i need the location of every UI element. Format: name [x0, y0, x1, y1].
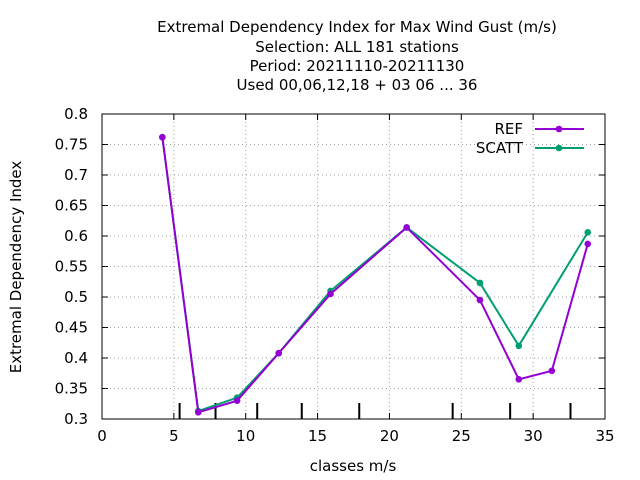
- plot-area-border: [101, 113, 606, 420]
- legend-marker-ref: [555, 125, 563, 133]
- y-tick-label: 0.6: [64, 227, 88, 245]
- legend-label-ref: REF: [494, 120, 523, 138]
- y-tick-label: 0.65: [55, 197, 88, 215]
- data-point: [194, 408, 202, 416]
- x-tick-label: 25: [452, 427, 471, 445]
- chart-title: Extremal Dependency Index for Max Wind G…: [157, 18, 557, 94]
- legend-marker-scatt: [555, 144, 563, 152]
- y-tick-label: 0.75: [55, 136, 88, 154]
- series-ref: [159, 133, 592, 416]
- y-tick-label: 0.3: [64, 410, 88, 428]
- x-tick-label: 0: [97, 427, 107, 445]
- x-tick-label: 20: [380, 427, 399, 445]
- y-tick-label: 0.45: [55, 319, 88, 337]
- y-tick-label: 0.55: [55, 258, 88, 276]
- series-line: [161, 137, 589, 413]
- class-boundary-marks: [178, 403, 572, 419]
- title-line-4: Used 00,06,12,18 + 03 06 ... 36: [237, 76, 478, 94]
- title-line-3: Period: 20211110-20211130: [250, 57, 465, 75]
- series-line: [161, 137, 589, 414]
- x-axis-label: classes m/s: [310, 457, 397, 475]
- series-scatt: [159, 133, 592, 415]
- x-tick-label: 30: [524, 427, 543, 445]
- x-tick-label: 15: [308, 427, 327, 445]
- y-tick-label: 0.5: [64, 288, 88, 306]
- y-tick-label: 0.7: [64, 166, 88, 184]
- y-tick-label: 0.8: [64, 105, 88, 123]
- data-point: [327, 290, 334, 298]
- x-tick-label: 35: [595, 427, 614, 445]
- data-point: [275, 349, 283, 357]
- data-point: [548, 367, 556, 375]
- data-point: [584, 229, 592, 236]
- y-axis-label: Extremal Dependency Index: [7, 161, 25, 374]
- y-tick-label: 0.35: [55, 380, 88, 398]
- data-point: [403, 224, 410, 231]
- data-point: [584, 240, 592, 248]
- title-line-1: Extremal Dependency Index for Max Wind G…: [157, 18, 557, 36]
- legend-label-scatt: SCATT: [476, 139, 524, 157]
- data-point: [159, 133, 166, 141]
- data-point: [233, 397, 241, 405]
- x-tick-label: 5: [169, 427, 179, 445]
- grid: [102, 114, 605, 419]
- x-tick-label: 10: [236, 427, 255, 445]
- data-point: [476, 296, 484, 304]
- data-point: [476, 279, 484, 287]
- tick-labels: 0 5 10 15 20 25 30 35 0.3 0.35 0.4 0.45 0.5 0.55 0.6 0.…: [55, 105, 615, 445]
- title-line-2: Selection: ALL 181 stations: [255, 38, 459, 56]
- y-tick-label: 0.4: [64, 349, 88, 367]
- data-point: [515, 342, 523, 350]
- axis-ticks: [101, 113, 606, 420]
- series-group: [159, 133, 592, 416]
- data-point: [515, 376, 523, 383]
